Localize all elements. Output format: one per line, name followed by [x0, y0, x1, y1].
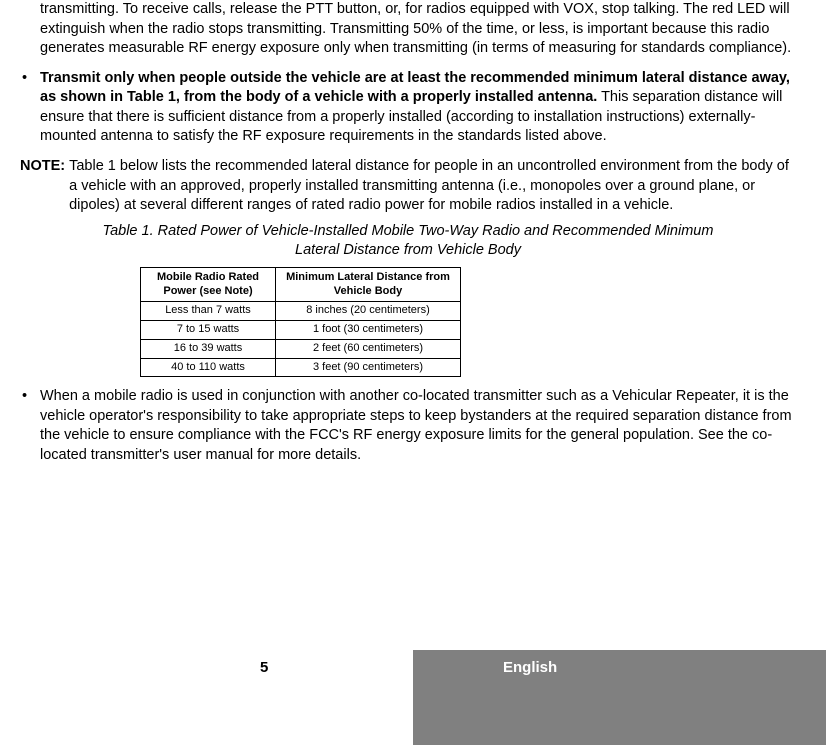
- table-header-row: Mobile Radio Rated Power (see Note) Mini…: [141, 267, 461, 302]
- bullet-icon: •: [22, 69, 27, 89]
- bullet-icon: •: [22, 387, 27, 407]
- table-row: 7 to 15 watts 1 foot (30 centimeters): [141, 321, 461, 340]
- paragraph-continuation: transmitting. To receive calls, release …: [40, 0, 796, 59]
- footer-left: 5: [0, 650, 413, 745]
- cell-distance: 3 feet (90 centimeters): [276, 358, 461, 377]
- body-text: transmitting. To receive calls, release …: [40, 1, 791, 56]
- body-text: When a mobile radio is used in conjuncti…: [40, 388, 792, 463]
- col-header-distance: Minimum Lateral Distance from Vehicle Bo…: [276, 267, 461, 302]
- cell-distance: 8 inches (20 centimeters): [276, 302, 461, 321]
- cell-power: 40 to 110 watts: [141, 358, 276, 377]
- language-label: English: [503, 659, 557, 676]
- table-row: 40 to 110 watts 3 feet (90 centimeters): [141, 358, 461, 377]
- table-row: 16 to 39 watts 2 feet (60 centimeters): [141, 339, 461, 358]
- cell-power: Less than 7 watts: [141, 302, 276, 321]
- cell-power: 16 to 39 watts: [141, 339, 276, 358]
- bullet-colocated: • When a mobile radio is used in conjunc…: [40, 387, 796, 465]
- page-number: 5: [260, 658, 268, 678]
- language-tab: English: [413, 650, 826, 745]
- table-caption: Table 1. Rated Power of Vehicle-Installe…: [80, 222, 736, 261]
- table-row: Less than 7 watts 8 inches (20 centimete…: [141, 302, 461, 321]
- cell-distance: 1 foot (30 centimeters): [276, 321, 461, 340]
- note-block: NOTE: Table 1 below lists the recommende…: [20, 157, 796, 216]
- note-label: NOTE:: [20, 157, 69, 216]
- page-body: transmitting. To receive calls, release …: [20, 0, 796, 466]
- cell-distance: 2 feet (60 centimeters): [276, 339, 461, 358]
- col-header-power: Mobile Radio Rated Power (see Note): [141, 267, 276, 302]
- power-distance-table: Mobile Radio Rated Power (see Note) Mini…: [140, 267, 461, 378]
- note-text: Table 1 below lists the recommended late…: [69, 157, 796, 216]
- bullet-transmit-warning: • Transmit only when people outside the …: [40, 69, 796, 147]
- cell-power: 7 to 15 watts: [141, 321, 276, 340]
- page-footer: 5 English: [0, 650, 826, 745]
